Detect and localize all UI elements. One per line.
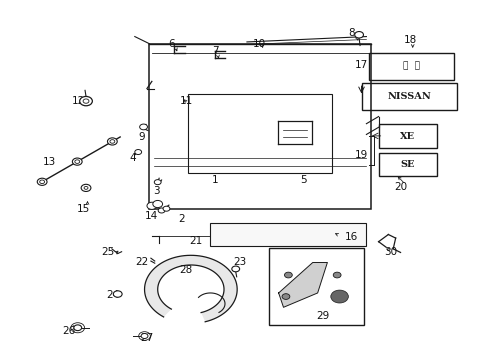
Text: 13: 13	[43, 157, 56, 167]
Text: 21: 21	[189, 236, 202, 246]
Text: 22: 22	[135, 257, 148, 267]
Circle shape	[135, 149, 142, 154]
Text: 28: 28	[179, 265, 192, 275]
Circle shape	[81, 184, 91, 192]
Circle shape	[153, 201, 162, 208]
Text: 15: 15	[77, 204, 90, 214]
Circle shape	[107, 138, 117, 145]
Circle shape	[72, 158, 82, 165]
Circle shape	[80, 96, 92, 106]
Text: NISSAN: NISSAN	[386, 92, 430, 101]
Polygon shape	[278, 262, 327, 307]
Text: 20: 20	[393, 182, 407, 192]
Circle shape	[163, 206, 169, 211]
Circle shape	[141, 333, 148, 338]
Circle shape	[354, 32, 363, 38]
Circle shape	[284, 272, 292, 278]
Text: 30: 30	[384, 247, 397, 257]
Circle shape	[74, 325, 81, 330]
Text: 10: 10	[252, 39, 265, 49]
Circle shape	[330, 290, 347, 303]
Bar	[268, 248, 363, 325]
Text: 14: 14	[145, 211, 158, 221]
Text: 11: 11	[179, 96, 192, 106]
Text: 18: 18	[403, 35, 416, 45]
Bar	[378, 153, 436, 176]
Text: 29: 29	[315, 311, 328, 321]
Circle shape	[113, 291, 122, 297]
Text: 5: 5	[299, 175, 305, 185]
Text: 4: 4	[129, 153, 135, 163]
Circle shape	[282, 294, 289, 300]
Circle shape	[332, 272, 340, 278]
Text: 9: 9	[139, 132, 145, 142]
Circle shape	[140, 124, 147, 130]
Circle shape	[37, 178, 47, 185]
Text: 3: 3	[153, 186, 160, 196]
Circle shape	[158, 208, 164, 213]
Bar	[149, 44, 370, 209]
Text: SE: SE	[400, 160, 414, 169]
Circle shape	[147, 202, 157, 210]
Text: XE: XE	[400, 131, 415, 140]
Text: 25: 25	[101, 247, 114, 257]
Text: 19: 19	[354, 150, 367, 160]
Bar	[378, 125, 436, 148]
Text: 26: 26	[62, 325, 76, 336]
Polygon shape	[144, 255, 237, 322]
Text: 23: 23	[232, 257, 246, 267]
Bar	[210, 223, 366, 246]
Text: 8: 8	[348, 28, 354, 38]
Text: 16: 16	[345, 232, 358, 242]
Text: 6: 6	[168, 39, 174, 49]
Text: 7: 7	[211, 46, 218, 56]
Bar	[188, 94, 331, 173]
Text: 2: 2	[178, 215, 184, 224]
Text: 12: 12	[72, 96, 85, 106]
Text: 24: 24	[106, 290, 119, 300]
Circle shape	[231, 266, 239, 272]
Text: 日  本: 日 本	[402, 62, 419, 71]
Bar	[361, 83, 456, 110]
Text: 1: 1	[211, 175, 218, 185]
Text: 27: 27	[140, 333, 153, 343]
Bar	[368, 53, 453, 80]
Text: 17: 17	[354, 60, 367, 70]
Circle shape	[154, 180, 161, 185]
